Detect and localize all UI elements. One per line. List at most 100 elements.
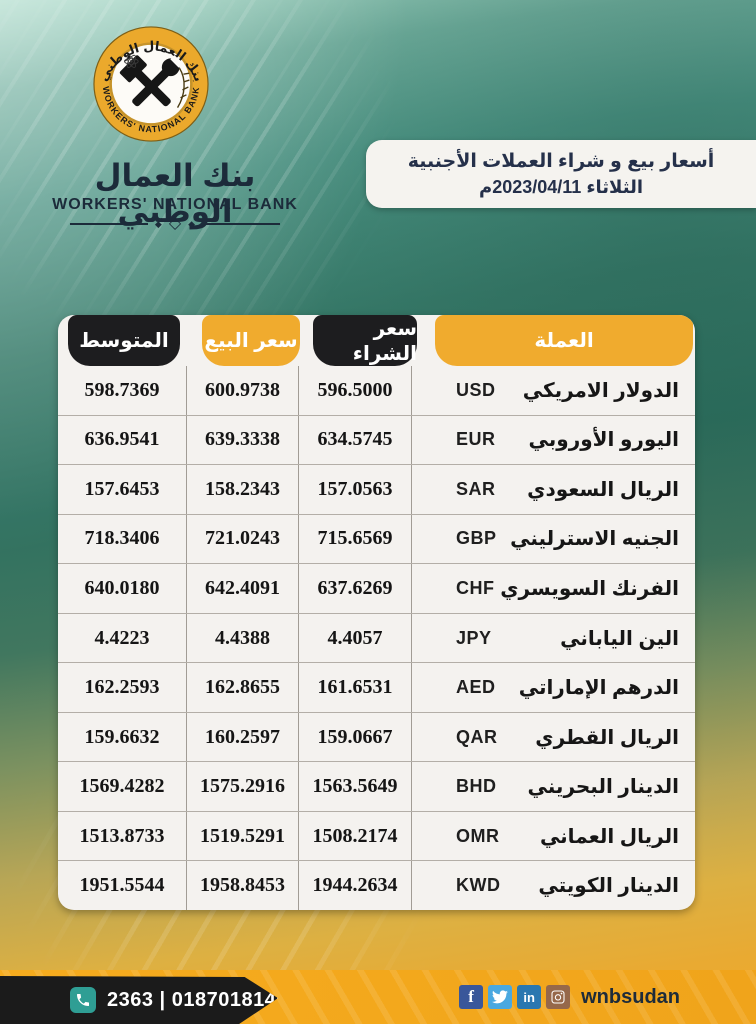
column-header-average: المتوسط: [68, 315, 180, 366]
currency-name: الجنيه الاسترليني: [510, 528, 679, 551]
average-value: 636.9541: [58, 415, 187, 465]
table-row: 157.6453 158.2343 157.0563 SAR الريال ال…: [58, 464, 695, 514]
average-value: 1569.4282: [58, 762, 187, 811]
table-row: 640.0180 642.4091 637.6269 CHF الفرنك ال…: [58, 563, 695, 613]
instagram-icon: [546, 985, 571, 1009]
currency-name: الريال القطري: [535, 726, 679, 749]
currency-cell: AED الدرهم الإماراتي: [412, 663, 695, 712]
currency-name: اليورو الأوروبي: [528, 429, 679, 452]
diamond-large-icon: ◇: [168, 215, 182, 232]
currency-code: KWD: [456, 875, 501, 896]
buy-price-value: 715.6569: [299, 514, 412, 564]
wheat-icon: [176, 67, 190, 108]
bank-name-english: WORKERS' NATIONAL BANK: [52, 196, 298, 213]
phone-numbers: 2363 | 0187018140: [107, 988, 288, 1011]
currency-code: CHF: [456, 577, 495, 598]
sell-price-value: 721.0243: [187, 514, 299, 564]
average-value: 4.4223: [58, 613, 187, 663]
buy-price-value: 634.5745: [299, 415, 412, 465]
phone-ribbon: 2363 | 0187018140: [0, 976, 278, 1024]
average-value: 159.6632: [58, 712, 187, 762]
sell-price-value: 160.2597: [187, 712, 299, 762]
currency-name: الدرهم الإماراتي: [518, 677, 679, 700]
table-row: 159.6632 160.2597 159.0667 QAR الريال ال…: [58, 711, 695, 762]
buy-price-value: 1944.2634: [299, 861, 412, 910]
banner-date: الثلاثاء 2023/04/11م: [479, 177, 643, 197]
linkedin-icon: in: [517, 985, 542, 1009]
currency-cell: KWD الدينار الكويتي: [412, 861, 695, 910]
table-header-row: المتوسط سعر البيع سعر الشراء العملة: [58, 315, 695, 366]
bank-logo-emblem: بنك العمال الوطني WORKERS' NATIONAL BANK: [93, 26, 209, 142]
buy-price-value: 596.5000: [299, 366, 412, 415]
table-row: 1513.8733 1519.5291 1508.2174 OMR الريال…: [58, 810, 695, 861]
exchange-rate-table: المتوسط سعر البيع سعر الشراء العملة 598.…: [58, 315, 695, 910]
currency-cell: SAR الريال السعودي: [412, 465, 695, 514]
social-links: f in wnbsudan: [459, 970, 680, 1024]
diamond-small-icon: ◆: [154, 218, 162, 229]
average-value: 162.2593: [58, 663, 187, 712]
table-row: 718.3406 721.0243 715.6569 GBP الجنيه ال…: [58, 513, 695, 564]
currency-code: EUR: [456, 429, 496, 450]
table-row: 636.9541 639.3338 634.5745 EUR اليورو ال…: [58, 414, 695, 465]
twitter-icon: [488, 985, 513, 1009]
banner-title: أسعار بيع و شراء العملات الأجنبية: [407, 151, 715, 172]
buy-price-value: 159.0667: [299, 712, 412, 762]
currency-code: QAR: [456, 726, 498, 747]
table-body: 598.7369 600.9738 596.5000 USD الدولار ا…: [58, 366, 695, 910]
currency-cell: QAR الريال القطري: [412, 713, 695, 762]
sell-price-value: 639.3338: [187, 415, 299, 465]
divider-ornament: ◆ ◇ ◆: [40, 216, 310, 232]
currency-code: OMR: [456, 825, 500, 846]
currency-cell: EUR اليورو الأوروبي: [412, 416, 695, 465]
currency-code: AED: [456, 677, 496, 698]
average-value: 598.7369: [58, 366, 187, 415]
currency-name: الدينار البحريني: [527, 776, 679, 799]
currency-cell: GBP الجنيه الاسترليني: [412, 515, 695, 564]
diamond-small-icon: ◆: [188, 218, 196, 229]
currency-code: JPY: [456, 627, 492, 648]
average-value: 1951.5544: [58, 861, 187, 910]
phone-icon: [70, 987, 96, 1013]
currency-cell: CHF الفرنك السويسري: [412, 564, 695, 613]
column-header-buy-price: سعر الشراء: [313, 315, 417, 366]
hammer-wrench-icon: [119, 55, 180, 107]
divider-line: [69, 223, 148, 225]
average-value: 1513.8733: [58, 811, 187, 861]
average-value: 157.6453: [58, 465, 187, 514]
title-banner: أسعار بيع و شراء العملات الأجنبية الثلاث…: [366, 140, 756, 208]
sell-price-value: 1575.2916: [187, 762, 299, 811]
buy-price-value: 637.6269: [299, 564, 412, 613]
currency-code: GBP: [456, 528, 497, 549]
buy-price-value: 1563.5649: [299, 762, 412, 811]
sell-price-value: 4.4388: [187, 613, 299, 663]
social-handle: wnbsudan: [581, 985, 680, 1008]
currency-name: الريال العماني: [539, 825, 679, 848]
table-row: 4.4223 4.4388 4.4057 JPY الين الياباني: [58, 612, 695, 663]
buy-price-value: 157.0563: [299, 465, 412, 514]
divider-line: [202, 223, 281, 225]
table-row: 1569.4282 1575.2916 1563.5649 BHD الدينا…: [58, 761, 695, 811]
currency-code: SAR: [456, 478, 496, 499]
currency-name: الريال السعودي: [527, 478, 679, 501]
column-header-currency: العملة: [435, 315, 693, 366]
buy-price-value: 4.4057: [299, 613, 412, 663]
sell-price-value: 162.8655: [187, 663, 299, 712]
currency-cell: OMR الريال العماني: [412, 812, 695, 861]
table-row: 1951.5544 1958.8453 1944.2634 KWD الدينا…: [58, 860, 695, 910]
sell-price-value: 1519.5291: [187, 811, 299, 861]
sell-price-value: 1958.8453: [187, 861, 299, 910]
table-row: 162.2593 162.8655 161.6531 AED الدرهم ال…: [58, 662, 695, 712]
sell-price-value: 158.2343: [187, 465, 299, 514]
currency-cell: BHD الدينار البحريني: [412, 762, 695, 811]
currency-name: الفرنك السويسري: [500, 577, 679, 600]
average-value: 718.3406: [58, 514, 187, 564]
currency-name: الدينار الكويتي: [538, 875, 679, 898]
column-header-sell-price: سعر البيع: [202, 315, 300, 366]
currency-code: USD: [456, 379, 496, 400]
currency-name: الين الياباني: [560, 627, 679, 650]
average-value: 640.0180: [58, 564, 187, 613]
currency-cell: USD الدولار الامريكي: [412, 366, 695, 415]
facebook-icon: f: [459, 985, 484, 1009]
currency-cell: JPY الين الياباني: [412, 614, 695, 663]
